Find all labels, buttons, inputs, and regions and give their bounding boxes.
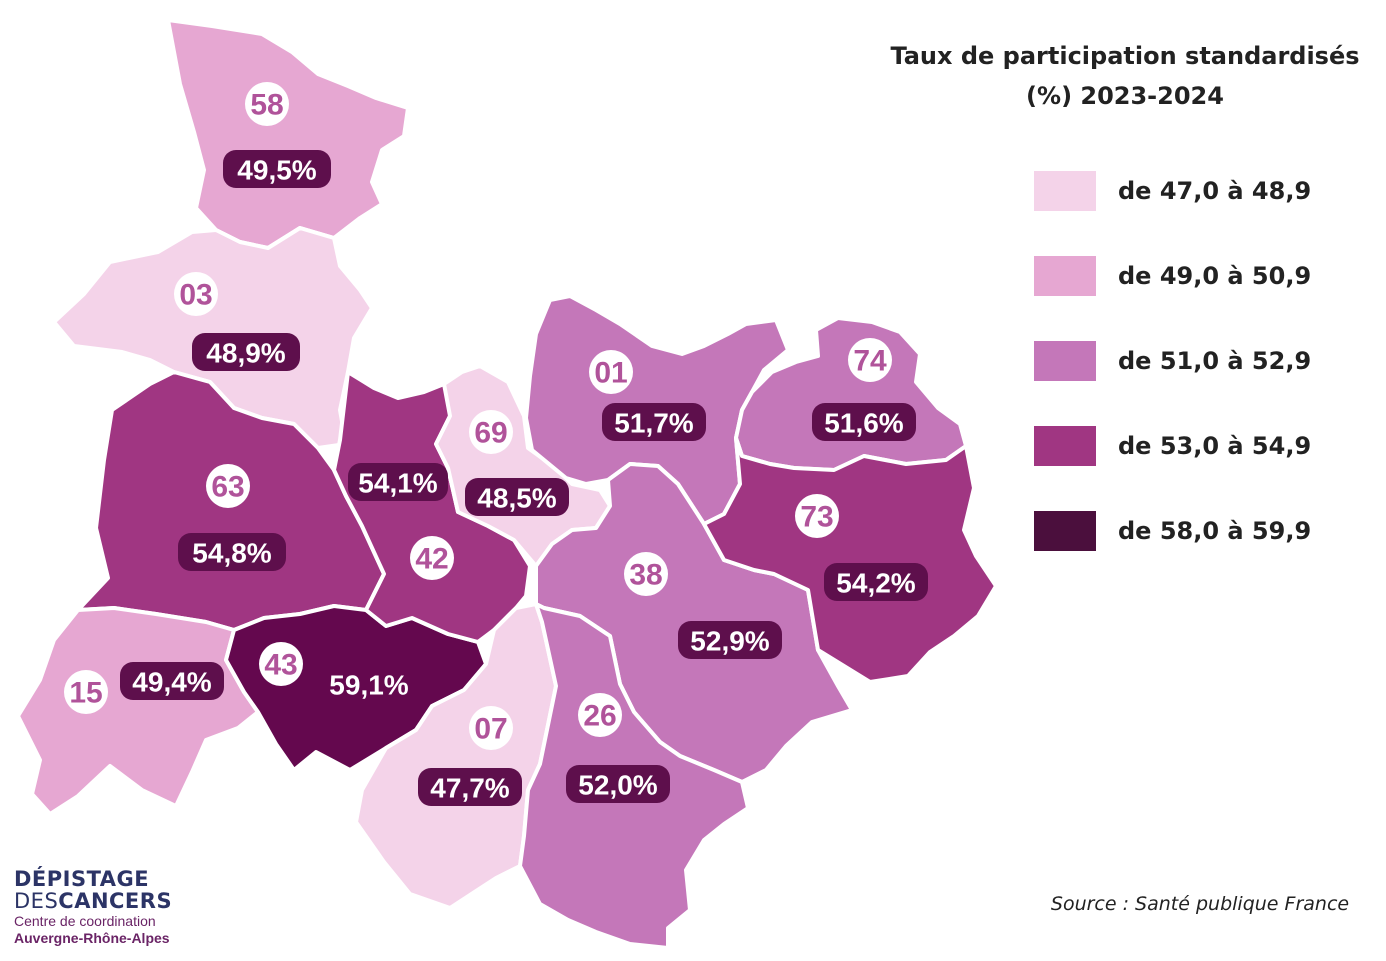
- department-code-63: 63: [211, 471, 244, 504]
- legend-swatch: [1034, 510, 1096, 551]
- legend: de 47,0 à 48,9 de 49,0 à 50,9 de 51,0 à …: [1034, 148, 1311, 573]
- title-line-1: Taux de participation standardisés: [890, 42, 1360, 70]
- rate-pill: [120, 662, 224, 700]
- department-code-73: 73: [800, 501, 833, 534]
- logo-line-3: Centre de coordination: [14, 913, 156, 929]
- rate-pill: [824, 563, 928, 601]
- department-73-shape: [702, 436, 998, 684]
- rate-pill: [566, 765, 670, 803]
- department-rate-43: 59,1%: [329, 670, 408, 701]
- department-code-badge: [174, 272, 218, 316]
- legend-label: de 53,0 à 54,9: [1118, 431, 1312, 460]
- department-code-badge: [624, 552, 668, 596]
- logo-line-1: DÉPISTAGE: [14, 867, 150, 891]
- organization-logo: DÉPISTAGE DESCANCERS Centre de coordinat…: [14, 868, 234, 946]
- department-rate-38: 52,9%: [690, 626, 769, 657]
- logo-line-4: Auvergne-Rhône-Alpes: [14, 930, 170, 946]
- department-rate-26: 52,0%: [578, 770, 657, 801]
- department-rate-58: 49,5%: [237, 155, 316, 186]
- department-code-badge: [259, 642, 303, 686]
- legend-item: de 49,0 à 50,9: [1034, 233, 1311, 318]
- legend-item: de 47,0 à 48,9: [1034, 148, 1311, 233]
- department-code-badge: [469, 706, 513, 750]
- department-rate-42: 54,1%: [358, 468, 437, 499]
- legend-swatch: [1034, 170, 1096, 211]
- department-code-38: 38: [629, 559, 662, 592]
- department-code-01: 01: [594, 357, 627, 390]
- department-code-badge: [206, 464, 250, 508]
- department-code-badge: [245, 82, 289, 126]
- department-rate-74: 51,6%: [824, 408, 903, 439]
- legend-item: de 53,0 à 54,9: [1034, 403, 1311, 488]
- rate-pill: [178, 533, 286, 571]
- department-rate-63: 54,8%: [192, 538, 271, 569]
- rate-pill: [465, 478, 569, 516]
- department-code-42: 42: [415, 543, 448, 576]
- department-code-badge: [848, 338, 892, 382]
- legend-label: de 51,0 à 52,9: [1118, 346, 1312, 375]
- department-code-badge: [795, 494, 839, 538]
- department-code-26: 26: [583, 700, 616, 733]
- department-rate-03: 48,9%: [206, 338, 285, 369]
- rate-pill: [678, 621, 782, 659]
- rate-pill: [418, 768, 522, 806]
- rate-pill: [192, 333, 300, 371]
- rate-pill: [812, 403, 916, 441]
- source-note: Source : Santé publique France: [1050, 893, 1350, 915]
- legend-item: de 51,0 à 52,9: [1034, 318, 1311, 403]
- department-code-badge: [589, 350, 633, 394]
- department-code-03: 03: [179, 279, 212, 312]
- rate-pill: [223, 150, 331, 188]
- logo-line-2b: CANCERS: [58, 889, 173, 913]
- department-code-15: 15: [69, 677, 102, 710]
- legend-label: de 47,0 à 48,9: [1118, 176, 1312, 205]
- logo-line-2: DESCANCERS: [14, 890, 234, 912]
- department-code-badge: [64, 670, 108, 714]
- department-code-badge: [410, 536, 454, 580]
- department-code-69: 69: [474, 417, 507, 450]
- legend-label: de 49,0 à 50,9: [1118, 261, 1312, 290]
- legend-swatch: [1034, 425, 1096, 466]
- logo-line-2a: DES: [14, 889, 59, 913]
- regional-map: 58 49,5% 03 48,9% 63 54,8% 15 49,4% 43 59,1% 42 54,…: [16, 18, 998, 950]
- department-code-43: 43: [264, 649, 297, 682]
- rate-pill: [348, 463, 448, 501]
- legend-item: de 58,0 à 59,9: [1034, 488, 1311, 573]
- department-rate-07: 47,7%: [430, 773, 509, 804]
- department-rate-15: 49,4%: [132, 667, 211, 698]
- department-code-74: 74: [853, 345, 887, 378]
- rate-pill: [602, 403, 706, 441]
- department-rate-73: 54,2%: [836, 568, 915, 599]
- department-58-shape: [166, 18, 410, 250]
- department-rate-01: 51,7%: [614, 408, 693, 439]
- department-15-shape: [16, 606, 260, 816]
- department-code-58: 58: [250, 89, 283, 122]
- legend-swatch: [1034, 340, 1096, 381]
- department-code-badge: [469, 410, 513, 454]
- title-line-2: (%) 2023-2024: [1026, 82, 1224, 110]
- legend-label: de 58,0 à 59,9: [1118, 516, 1312, 545]
- department-rate-69: 48,5%: [477, 483, 556, 514]
- department-code-07: 07: [474, 713, 507, 746]
- map-title: Taux de participation standardisés (%) 2…: [880, 36, 1370, 116]
- department-code-badge: [578, 693, 622, 737]
- legend-swatch: [1034, 255, 1096, 296]
